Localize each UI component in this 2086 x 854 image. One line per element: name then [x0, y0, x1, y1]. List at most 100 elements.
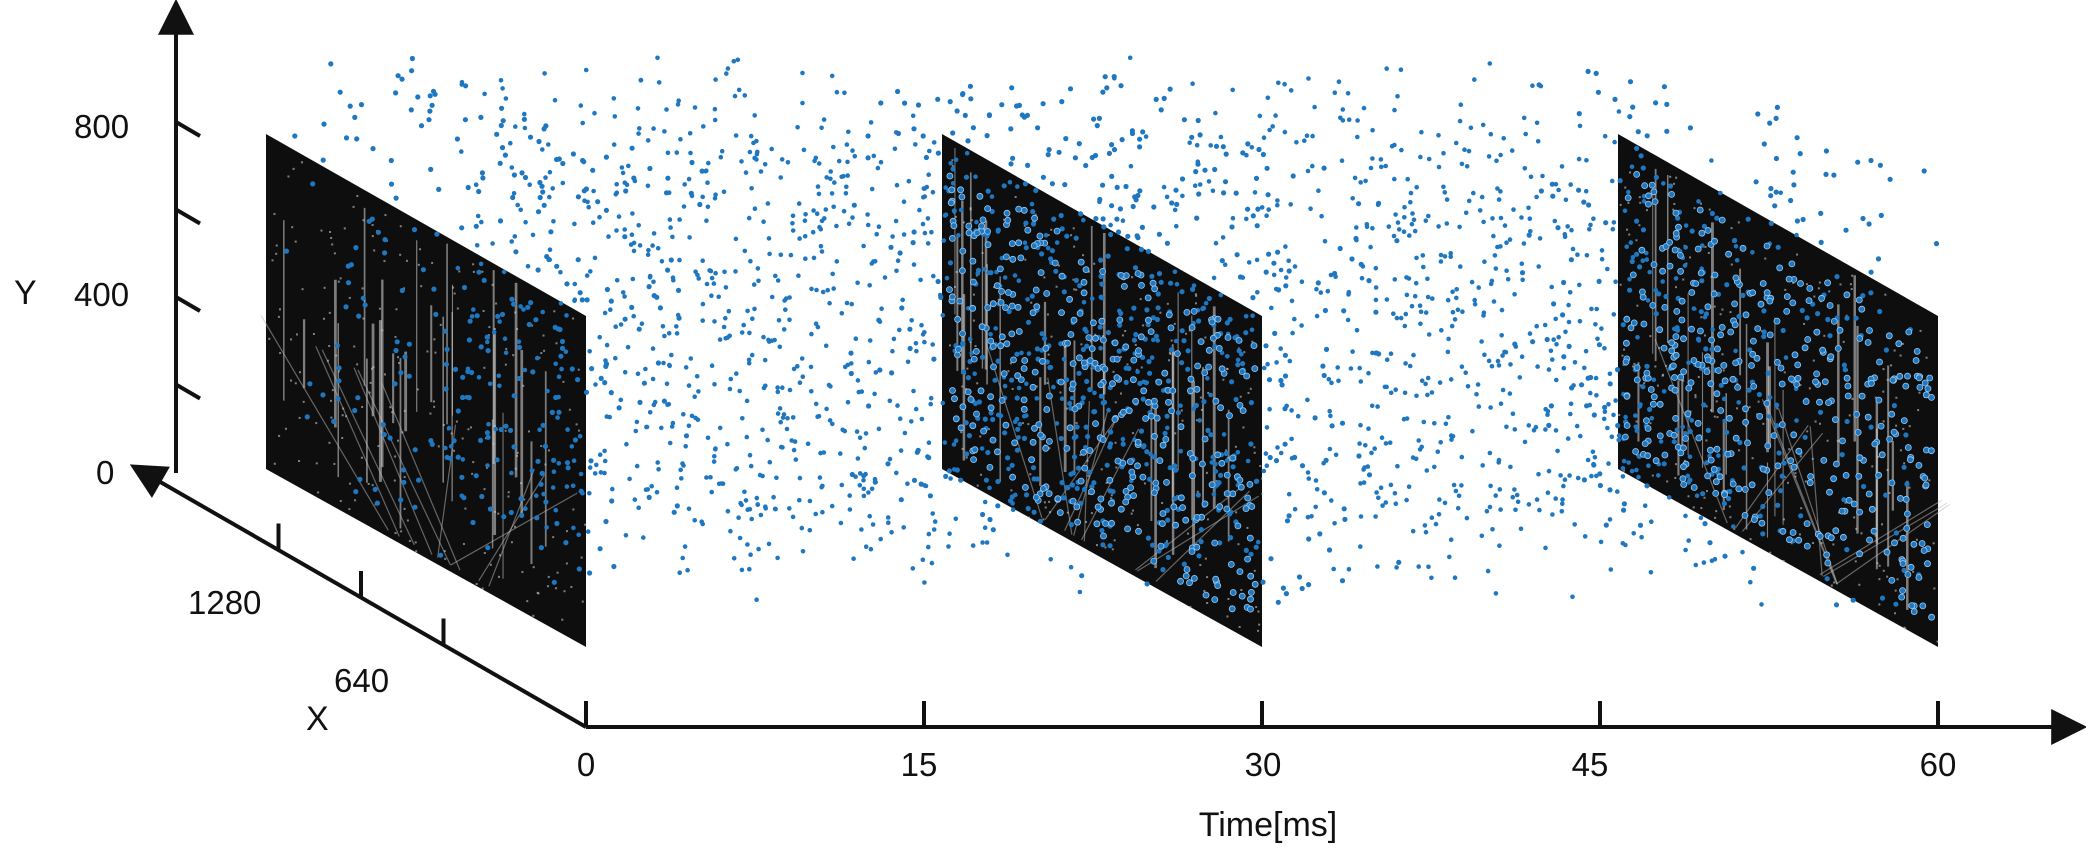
event-point	[578, 471, 584, 477]
event-point	[1551, 301, 1557, 307]
event-point	[1037, 431, 1044, 439]
event-point	[1235, 362, 1241, 368]
event-point	[1076, 370, 1082, 376]
event-point	[559, 366, 564, 372]
event-point	[553, 507, 559, 513]
event-point	[1724, 282, 1730, 288]
event-point	[1826, 488, 1833, 496]
event-point	[1692, 280, 1700, 288]
event-point	[1853, 315, 1859, 321]
event-point	[1535, 364, 1540, 369]
event-point	[671, 509, 677, 515]
event-point	[1042, 344, 1050, 352]
event-point	[637, 399, 643, 405]
event-point	[328, 61, 334, 67]
event-point	[891, 336, 897, 342]
event-point	[1047, 364, 1053, 371]
event-point	[429, 441, 435, 447]
event-point	[1727, 328, 1735, 336]
event-point	[1644, 483, 1650, 489]
event-point	[928, 401, 933, 407]
event-point	[706, 160, 711, 166]
event-point	[1633, 376, 1641, 384]
event-point	[1646, 463, 1651, 469]
event-point	[990, 527, 996, 533]
event-point	[1326, 376, 1332, 382]
event-point	[1922, 391, 1930, 399]
event-point	[1003, 340, 1011, 348]
event-point	[1705, 427, 1711, 433]
event-point	[1339, 420, 1346, 426]
event-point	[1005, 289, 1012, 296]
event-point	[1202, 167, 1208, 173]
event-point	[802, 218, 808, 223]
event-point	[618, 397, 624, 403]
event-point	[1498, 152, 1503, 158]
event-point	[1687, 477, 1693, 483]
event-point	[399, 287, 405, 294]
event-point	[758, 512, 764, 518]
event-point	[943, 473, 949, 479]
event-point	[1292, 506, 1298, 512]
event-point	[674, 331, 680, 336]
event-point	[1384, 384, 1389, 390]
event-point	[1774, 423, 1780, 429]
event-point	[1267, 406, 1272, 412]
event-point	[1890, 428, 1898, 436]
event-point	[1107, 444, 1113, 450]
event-point	[814, 211, 820, 216]
event-point	[1147, 370, 1153, 376]
event-point	[539, 183, 545, 189]
event-point	[1922, 481, 1930, 489]
event-point	[819, 484, 824, 490]
event-point	[548, 229, 554, 235]
event-point	[1554, 377, 1559, 383]
event-point	[1000, 370, 1008, 378]
event-point	[393, 90, 399, 96]
event-point	[1229, 454, 1237, 462]
event-point	[683, 433, 690, 439]
event-point	[416, 477, 422, 483]
event-point	[1553, 181, 1559, 187]
event-point	[1153, 333, 1159, 339]
event-point	[689, 413, 695, 419]
event-point	[1169, 200, 1175, 206]
event-point	[919, 416, 925, 422]
event-point	[1177, 423, 1185, 431]
event-point	[920, 557, 926, 563]
event-point	[1083, 444, 1089, 451]
event-point	[1306, 582, 1312, 588]
event-point	[1423, 381, 1428, 387]
event-point	[1718, 216, 1726, 224]
event-point	[873, 370, 879, 375]
event-point	[539, 470, 545, 476]
event-point	[1891, 539, 1898, 547]
event-point	[1488, 483, 1493, 489]
event-point	[1173, 187, 1179, 193]
event-point	[1607, 371, 1613, 377]
event-point	[1656, 326, 1664, 334]
event-point	[815, 184, 821, 189]
event-point	[1659, 267, 1666, 275]
event-point	[1359, 275, 1365, 281]
event-point	[1560, 497, 1565, 502]
event-point	[1375, 404, 1380, 409]
event-point	[554, 263, 560, 269]
event-point	[900, 297, 905, 303]
event-point	[1072, 155, 1078, 161]
event-point	[1305, 470, 1311, 475]
event-point	[907, 326, 913, 332]
event-point	[592, 471, 598, 476]
event-point	[1764, 442, 1772, 450]
event-point	[980, 511, 986, 518]
event-point	[727, 333, 732, 339]
event-point	[353, 245, 359, 251]
event-point	[705, 435, 711, 441]
event-point	[540, 147, 545, 152]
event-point	[1308, 206, 1313, 211]
event-point	[1628, 240, 1634, 245]
event-point	[1078, 211, 1084, 217]
event-point	[501, 269, 507, 275]
event-point	[469, 314, 475, 319]
event-point	[545, 388, 550, 394]
